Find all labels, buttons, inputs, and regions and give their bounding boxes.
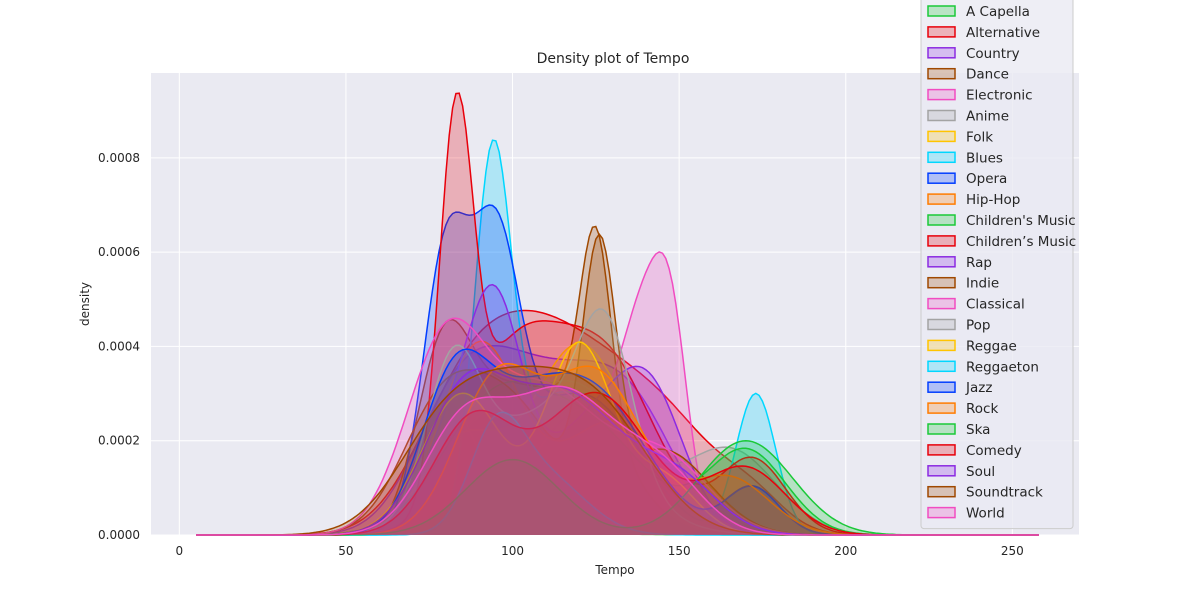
legend-label: Classical — [966, 297, 1025, 313]
legend-swatch — [927, 276, 956, 289]
x-tick-label: 100 — [501, 544, 524, 558]
y-tick-label: 0.0008 — [98, 151, 140, 165]
legend-label: Soul — [966, 464, 995, 480]
density-area — [196, 380, 1039, 535]
legend-swatch — [927, 318, 956, 331]
legend-label: Reggaeton — [966, 359, 1039, 375]
density-area — [196, 205, 1039, 535]
y-tick-labels: 0.0000 0.0002 0.0004 0.0006 0.0008 — [98, 151, 140, 542]
density-area — [196, 284, 1039, 535]
legend-swatch — [927, 256, 956, 268]
y-axis-label: density — [78, 282, 92, 326]
legend-label: Comedy — [966, 443, 1022, 459]
legend-swatch — [927, 151, 956, 164]
legend-swatch — [927, 423, 956, 435]
legend-swatch — [927, 297, 956, 310]
legend-swatch — [927, 67, 956, 80]
y-tick-label: 0.0004 — [98, 339, 140, 353]
legend-label: Soundtrack — [966, 485, 1043, 501]
legend-label: Jazz — [965, 380, 992, 396]
density-area — [196, 93, 1039, 535]
x-tick-label: 50 — [338, 544, 353, 558]
density-area — [196, 386, 1039, 535]
legend-swatch — [927, 47, 956, 59]
x-axis-label: Tempo — [594, 563, 634, 577]
legend-swatch — [927, 360, 956, 373]
density-area — [196, 349, 1039, 535]
legend-label: Opera — [966, 171, 1007, 187]
legend-swatch — [927, 235, 956, 247]
y-tick-label: 0.0006 — [98, 245, 140, 259]
legend-label: Alternative — [966, 25, 1040, 41]
x-tick-label: 0 — [176, 544, 184, 558]
legend-swatch — [927, 465, 956, 477]
x-tick-labels: 0 50 100 150 200 250 — [176, 544, 1024, 558]
legend-label: Pop — [966, 318, 991, 334]
legend-label: Anime — [966, 109, 1009, 125]
density-areas — [196, 92, 1039, 536]
legend-swatch — [927, 172, 956, 184]
legend-label: Children’s Music — [966, 234, 1076, 250]
legend-swatch — [927, 5, 956, 17]
legend-label: Electronic — [966, 88, 1033, 104]
legend-swatch — [927, 506, 956, 519]
legend-label: Folk — [966, 129, 993, 145]
legend-label: World — [966, 506, 1005, 522]
legend-label: A Capella — [966, 4, 1030, 20]
legend-swatch — [927, 214, 956, 226]
y-tick-label: 0.0000 — [98, 528, 140, 542]
x-tick-label: 150 — [668, 544, 691, 558]
legend-label: Rock — [966, 401, 998, 417]
density-area — [196, 140, 1039, 535]
legend-label: Hip-Hop — [966, 192, 1020, 208]
x-tick-label: 250 — [1001, 544, 1024, 558]
chart-title: Density plot of Tempo — [537, 51, 690, 67]
density-area — [196, 363, 1039, 535]
legend-label: Ska — [966, 422, 990, 438]
legend-swatch — [927, 402, 956, 414]
legend-label: Country — [966, 46, 1020, 62]
legend-label: Indie — [966, 276, 999, 292]
legend-swatch — [927, 193, 956, 205]
legend-swatch — [927, 26, 956, 38]
legend-swatch — [927, 130, 956, 143]
legend-swatch — [927, 381, 956, 393]
legend-swatch — [927, 485, 956, 498]
legend: A Capella Alternative Country Dance Electron… — [920, 0, 1076, 530]
legend-swatch — [927, 339, 956, 352]
legend-swatch — [927, 109, 956, 122]
density-area — [196, 234, 1039, 535]
legend-label: Rap — [966, 255, 992, 271]
y-tick-label: 0.0002 — [98, 434, 140, 448]
density-area — [196, 381, 1039, 535]
legend-swatch — [927, 444, 956, 456]
legend-label: Blues — [966, 150, 1003, 166]
density-line — [196, 385, 1039, 536]
legend-label: Dance — [966, 67, 1009, 83]
density-area — [196, 341, 1039, 535]
legend-label: Children's Music — [966, 213, 1076, 229]
density-area — [196, 392, 1039, 535]
legend-swatch — [927, 88, 956, 101]
density-area — [196, 251, 1039, 535]
x-tick-label: 200 — [834, 544, 857, 558]
legend-frame — [920, 0, 1074, 530]
legend-label: Reggae — [966, 338, 1017, 354]
